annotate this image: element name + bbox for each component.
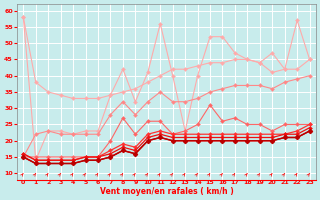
X-axis label: Vent moyen/en rafales ( km/h ): Vent moyen/en rafales ( km/h ) <box>100 187 233 196</box>
